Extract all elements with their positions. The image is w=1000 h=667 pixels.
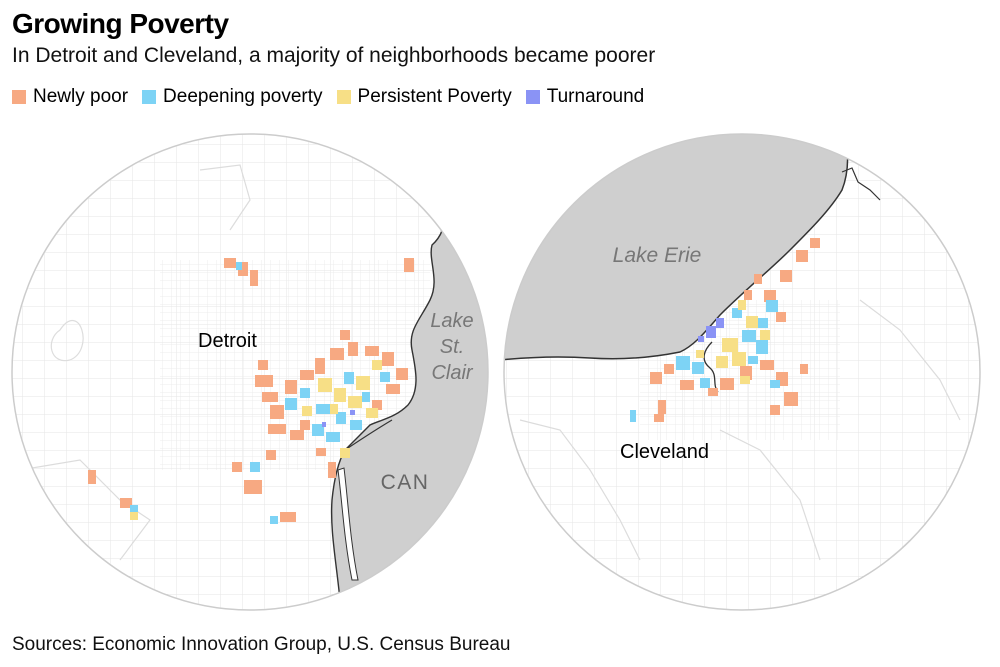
cleveland-map: Lake Erie Cleveland — [503, 133, 981, 611]
source-note: Sources: Economic Innovation Group, U.S.… — [12, 634, 511, 655]
lake-st-clair-label-line1: Lake — [430, 310, 473, 332]
cleveland-city-label: Cleveland — [620, 441, 709, 463]
lake-st-clair-label-line2: St. — [440, 336, 464, 358]
cleveland-tracts — [630, 238, 820, 422]
chart-subtitle: In Detroit and Cleveland, a majority of … — [12, 44, 656, 67]
legend: Newly poor Deepening poverty Persistent … — [12, 86, 644, 108]
legend-label-persistent-poverty: Persistent Poverty — [357, 86, 512, 107]
legend-swatch-persistent-poverty — [336, 90, 351, 104]
detroit-tracts — [88, 258, 414, 524]
legend-swatch-newly-poor — [12, 90, 26, 104]
legend-item-newly-poor: Newly poor — [12, 86, 128, 108]
detroit-city-label: Detroit — [198, 330, 257, 352]
legend-label-newly-poor: Newly poor — [33, 86, 129, 107]
lake-st-clair-label-line3: Clair — [431, 362, 473, 384]
legend-label-deepening-poverty: Deepening poverty — [163, 86, 323, 107]
legend-swatch-turnaround — [525, 90, 540, 104]
lake-erie-label: Lake Erie — [613, 244, 702, 267]
legend-label-turnaround: Turnaround — [546, 86, 645, 107]
canada-label: CAN — [381, 471, 430, 494]
legend-item-deepening-poverty: Deepening poverty — [142, 86, 323, 108]
legend-item-persistent-poverty: Persistent Poverty — [336, 86, 512, 108]
legend-swatch-deepening-poverty — [142, 90, 157, 104]
legend-item-turnaround: Turnaround — [525, 86, 645, 108]
chart-title: Growing Poverty — [12, 8, 229, 39]
detroit-map: Detroit Lake St. Clair CAN — [11, 133, 489, 611]
